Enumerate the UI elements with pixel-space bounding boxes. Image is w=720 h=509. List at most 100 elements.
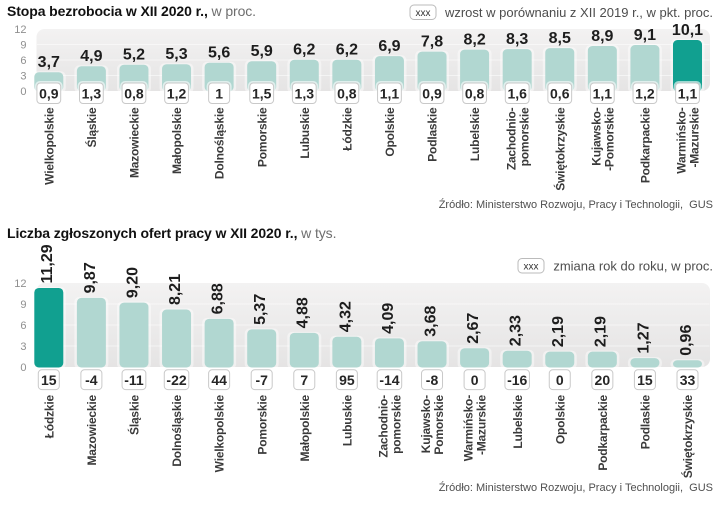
svg-text:Liczba zgłoszonych ofert pracy: Liczba zgłoszonych ofert pracy w XII 202… [7, 225, 336, 241]
svg-text:Dolnośląskie: Dolnośląskie [170, 394, 184, 466]
svg-text:2,19: 2,19 [550, 316, 567, 347]
svg-text:Pomorskie: Pomorskie [255, 394, 269, 454]
svg-text:20: 20 [595, 372, 611, 388]
svg-text:7: 7 [300, 372, 308, 388]
svg-text:Łódzkie: Łódzkie [340, 107, 354, 151]
svg-text:1,1: 1,1 [380, 85, 400, 101]
svg-text:9,87: 9,87 [82, 262, 99, 293]
svg-text:1,2: 1,2 [167, 85, 187, 101]
svg-text:1,3: 1,3 [82, 85, 102, 101]
svg-text:Wielkopolskie: Wielkopolskie [42, 107, 56, 185]
svg-text:1,27: 1,27 [635, 322, 652, 353]
svg-text:Pomorskie: Pomorskie [255, 107, 269, 167]
svg-text:11,29: 11,29 [39, 244, 56, 283]
svg-text:-8: -8 [426, 372, 439, 388]
svg-text:6: 6 [20, 320, 26, 332]
svg-text:Warmińsko-: Warmińsko- [462, 395, 476, 461]
svg-text:0: 0 [20, 86, 26, 98]
svg-text:4,32: 4,32 [337, 301, 354, 332]
svg-text:Śląskie: Śląskie [84, 107, 99, 147]
svg-text:8,2: 8,2 [463, 31, 485, 48]
svg-text:9,1: 9,1 [634, 27, 656, 44]
svg-text:wzrost w porównaniu z XII 2019: wzrost w porównaniu z XII 2019 r., w pkt… [444, 5, 713, 20]
svg-text:9,20: 9,20 [124, 267, 141, 298]
svg-text:Źródło: Ministerstwo Rozwoju,: Źródło: Ministerstwo Rozwoju, Pracy i Te… [439, 198, 713, 211]
svg-text:5,2: 5,2 [123, 47, 145, 64]
svg-text:Kujawsko-: Kujawsko- [419, 395, 433, 453]
svg-text:5,37: 5,37 [252, 294, 269, 325]
svg-text:4,09: 4,09 [380, 303, 397, 334]
svg-text:15: 15 [637, 372, 653, 388]
svg-text:Świętokrzyskie: Świętokrzyskie [552, 107, 567, 191]
svg-text:Podkarpackie: Podkarpackie [639, 107, 653, 183]
svg-text:0,8: 0,8 [465, 85, 485, 101]
svg-text:6,2: 6,2 [293, 41, 315, 58]
svg-text:8,5: 8,5 [549, 30, 571, 47]
svg-text:Mazowieckie: Mazowieckie [128, 107, 142, 178]
svg-text:10,1: 10,1 [672, 22, 703, 39]
svg-text:Lubelskie: Lubelskie [511, 394, 525, 448]
svg-text:2,33: 2,33 [508, 315, 525, 346]
svg-text:1,3: 1,3 [295, 85, 315, 101]
svg-text:Stopa bezrobocia w XII 2020 r.: Stopa bezrobocia w XII 2020 r., w proc. [7, 3, 256, 19]
svg-text:15: 15 [41, 372, 57, 388]
svg-text:Warmińsko-: Warmińsko- [675, 107, 689, 173]
svg-text:-Mazurskie: -Mazurskie [475, 394, 489, 455]
svg-text:5,3: 5,3 [165, 46, 187, 63]
svg-text:Opolskie: Opolskie [553, 394, 567, 444]
svg-text:4,88: 4,88 [295, 297, 312, 328]
svg-text:12: 12 [14, 24, 26, 36]
svg-text:7,8: 7,8 [421, 33, 443, 50]
svg-text:6,2: 6,2 [336, 41, 358, 58]
svg-text:12: 12 [14, 278, 26, 290]
svg-text:-7: -7 [255, 372, 268, 388]
svg-text:Zachodnio-: Zachodnio- [504, 107, 518, 170]
svg-text:1,1: 1,1 [678, 85, 698, 101]
svg-text:0,96: 0,96 [678, 325, 695, 356]
svg-text:6: 6 [20, 55, 26, 67]
svg-text:Podlaskie: Podlaskie [639, 394, 653, 449]
svg-text:6,9: 6,9 [378, 38, 400, 55]
svg-text:9: 9 [20, 299, 26, 311]
svg-text:Mazowieckie: Mazowieckie [85, 394, 99, 465]
svg-text:3: 3 [20, 71, 26, 83]
svg-text:3,68: 3,68 [422, 305, 439, 336]
svg-text:xxx: xxx [524, 262, 539, 273]
svg-text:-11: -11 [124, 372, 144, 388]
svg-text:0: 0 [20, 362, 26, 374]
svg-text:Źródło: Ministerstwo Rozwoju,: Źródło: Ministerstwo Rozwoju, Pracy i Te… [439, 481, 713, 494]
svg-text:1,6: 1,6 [507, 85, 527, 101]
svg-text:1,2: 1,2 [635, 85, 655, 101]
svg-text:Kujawsko-: Kujawsko- [589, 107, 603, 165]
svg-text:8,3: 8,3 [506, 31, 528, 48]
svg-text:Lubuskie: Lubuskie [298, 107, 312, 159]
svg-text:Małopolskie: Małopolskie [170, 107, 184, 174]
svg-text:-Mazurskie: -Mazurskie [688, 107, 702, 168]
svg-text:Dolnośląskie: Dolnośląskie [213, 107, 227, 179]
svg-text:5,6: 5,6 [208, 45, 230, 62]
svg-text:9: 9 [20, 40, 26, 52]
svg-text:3,7: 3,7 [38, 54, 60, 71]
svg-text:2,19: 2,19 [593, 316, 610, 347]
svg-text:Łódzkie: Łódzkie [42, 394, 56, 438]
svg-text:0,8: 0,8 [124, 85, 144, 101]
svg-text:1,5: 1,5 [252, 85, 272, 101]
svg-text:pomorskie: pomorskie [517, 107, 531, 166]
svg-text:zmiana rok do roku, w proc.: zmiana rok do roku, w proc. [553, 258, 713, 273]
svg-text:0: 0 [471, 372, 479, 388]
svg-text:Świętokrzyskie: Świętokrzyskie [680, 394, 695, 478]
svg-text:-14: -14 [379, 372, 399, 388]
svg-text:2,67: 2,67 [465, 313, 482, 344]
svg-text:0,9: 0,9 [39, 85, 59, 101]
svg-text:3: 3 [20, 341, 26, 353]
svg-text:Zachodnio-: Zachodnio- [377, 395, 391, 458]
svg-text:4,9: 4,9 [80, 48, 102, 65]
svg-text:8,21: 8,21 [167, 274, 184, 305]
svg-text:-16: -16 [507, 372, 527, 388]
svg-text:Podlaskie: Podlaskie [426, 107, 440, 162]
svg-text:95: 95 [339, 372, 355, 388]
svg-text:8,9: 8,9 [591, 28, 613, 45]
svg-text:pomorskie: pomorskie [390, 394, 404, 453]
svg-text:Śląskie: Śląskie [127, 394, 142, 434]
svg-text:5,9: 5,9 [251, 43, 273, 60]
